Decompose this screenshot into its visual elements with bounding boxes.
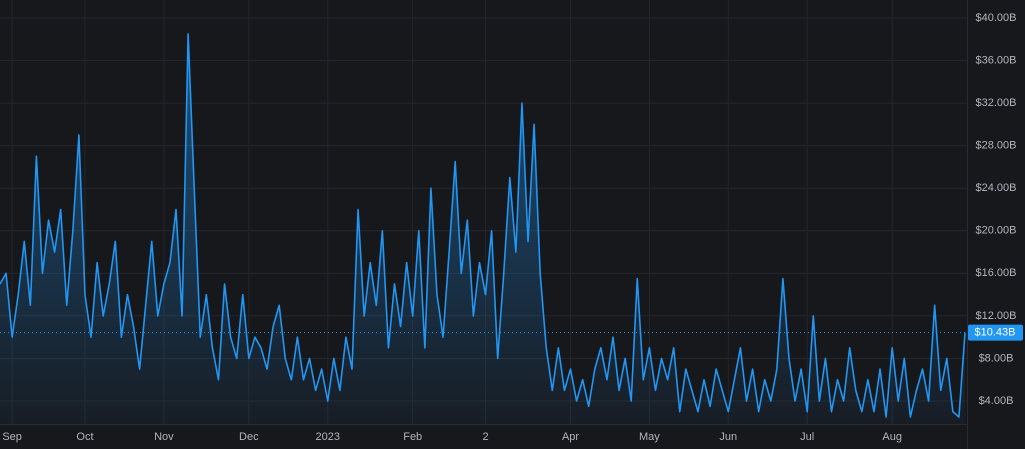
y-tick-label: $12.00B bbox=[976, 310, 1017, 322]
x-tick-label: Jun bbox=[719, 431, 737, 443]
x-tick-label: Dec bbox=[239, 431, 259, 443]
last-value-label: $10.43B bbox=[975, 327, 1016, 339]
x-tick-label: 2 bbox=[482, 431, 488, 443]
line bbox=[0, 33, 966, 418]
y-tick-label: $24.00B bbox=[976, 182, 1017, 194]
y-tick-label: $4.00B bbox=[979, 395, 1014, 407]
x-tick-label: Apr bbox=[562, 431, 579, 443]
y-tick-label: $28.00B bbox=[976, 140, 1017, 152]
x-tick-label: 2023 bbox=[315, 431, 339, 443]
y-tick-label: $36.00B bbox=[976, 54, 1017, 66]
y-tick-label: $8.00B bbox=[979, 352, 1014, 364]
y-tick-label: $20.00B bbox=[976, 225, 1017, 237]
x-tick-label: Jul bbox=[800, 431, 814, 443]
last-value-box bbox=[968, 324, 1023, 341]
y-tick-label: $16.00B bbox=[976, 267, 1017, 279]
y-tick-label: $40.00B bbox=[976, 12, 1017, 24]
x-tick-label: May bbox=[639, 431, 660, 443]
y-tick-label: $32.00B bbox=[976, 97, 1017, 109]
x-tick-label: Sep bbox=[2, 431, 22, 443]
area bbox=[0, 33, 965, 424]
x-tick-label: Feb bbox=[403, 431, 422, 443]
x-tick-label: Aug bbox=[882, 431, 902, 443]
x-tick-label: Oct bbox=[76, 431, 93, 443]
x-tick-label: Nov bbox=[154, 431, 174, 443]
